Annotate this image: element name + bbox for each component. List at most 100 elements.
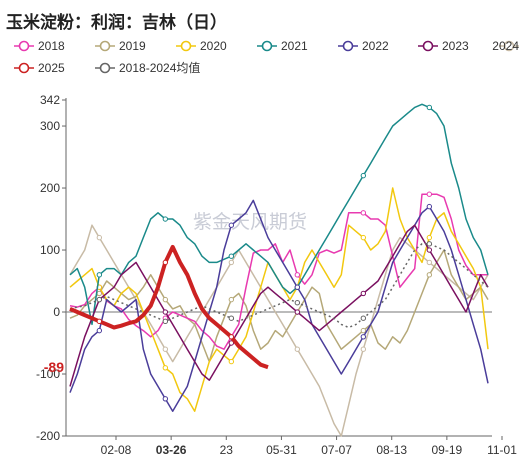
legend-label: 2018-2024均值 xyxy=(119,60,200,75)
data-point xyxy=(162,296,169,303)
x-tick-label: 02-08 xyxy=(101,443,132,457)
data-point xyxy=(228,296,235,303)
data-point xyxy=(96,272,103,278)
data-point xyxy=(162,309,169,315)
data-point xyxy=(228,222,235,228)
legend-label: 2019 xyxy=(119,39,146,53)
data-point xyxy=(294,346,301,352)
data-point xyxy=(162,396,169,402)
data-point xyxy=(360,210,367,216)
series-line xyxy=(69,103,489,326)
watermark-text: 紫金天风期货 xyxy=(193,211,307,233)
data-point xyxy=(426,272,433,278)
series-2023 xyxy=(69,224,489,387)
series-2018-2024 xyxy=(69,241,489,329)
y-tick-label: 200 xyxy=(40,181,60,195)
legend-item-2022[interactable]: 2022 xyxy=(338,39,389,53)
data-point xyxy=(360,334,367,340)
data-point xyxy=(426,241,433,247)
x-tick-label: 05-31 xyxy=(266,443,297,457)
legend-item-2020[interactable]: 2020 xyxy=(176,39,227,53)
data-point xyxy=(426,259,433,266)
data-point xyxy=(294,309,301,315)
y-highlight-label: -89 xyxy=(44,359,64,375)
legend-item-2024[interactable]: 2024 xyxy=(492,39,519,53)
data-point xyxy=(96,290,103,297)
legend-item-2025[interactable]: 2025 xyxy=(14,61,65,75)
series-line xyxy=(69,224,489,387)
data-point xyxy=(162,216,169,222)
legend-swatch-marker xyxy=(503,40,515,52)
data-point xyxy=(228,334,235,340)
x-tick-label: 08-13 xyxy=(376,443,407,457)
data-point xyxy=(162,318,169,325)
data-point xyxy=(360,172,367,179)
x-tick-label: 07-07 xyxy=(321,443,352,457)
legend-item-2019[interactable]: 2019 xyxy=(95,39,146,53)
x-tick-label: 09-19 xyxy=(432,443,463,457)
legend-swatch-marker xyxy=(342,40,354,52)
data-point xyxy=(360,290,367,297)
data-point xyxy=(228,259,235,266)
y-tick-label: -200 xyxy=(36,429,60,443)
data-point xyxy=(228,358,235,365)
data-point xyxy=(426,234,433,241)
axes: 342 300 200 100 0 -100 -200 -89 02-08 03-26 23 05-3… xyxy=(36,93,517,457)
series-line xyxy=(69,224,489,437)
data-point xyxy=(96,327,103,334)
legend-swatch-marker xyxy=(18,62,30,74)
legend-item-2021[interactable]: 2021 xyxy=(257,39,308,53)
legend-label: 2018 xyxy=(38,39,65,53)
data-point xyxy=(426,247,433,253)
legend-label: 2024 xyxy=(492,39,519,53)
series-line xyxy=(69,244,269,370)
data-point xyxy=(162,259,169,266)
y-tick-label: 100 xyxy=(40,243,60,257)
series-line xyxy=(69,199,489,412)
legend-swatch-marker xyxy=(99,40,111,52)
x-highlight-label: 03-26 xyxy=(156,443,187,457)
series-layer xyxy=(69,103,489,437)
legend-swatch-marker xyxy=(422,40,434,52)
series-2024 xyxy=(69,224,489,437)
data-point xyxy=(96,296,103,303)
data-point xyxy=(360,346,367,352)
legend-label: 2020 xyxy=(200,39,227,53)
y-tick-label: 342 xyxy=(40,93,60,107)
y-tick-label: 300 xyxy=(40,119,60,133)
x-tick-label: 23 xyxy=(220,443,234,457)
legend-item-2023[interactable]: 2023 xyxy=(418,39,469,53)
legend-swatch-marker xyxy=(99,62,111,74)
series-line xyxy=(69,243,489,329)
data-point xyxy=(96,234,103,241)
y-tick-label: -100 xyxy=(36,367,60,381)
legend-item-2018[interactable]: 2018 xyxy=(14,39,65,53)
legend: 2018 2019 2020 2021 2022 2023 2024 2025 2018-202… xyxy=(14,39,519,75)
data-point xyxy=(294,284,301,290)
data-point xyxy=(96,318,103,325)
chart-title: 玉米淀粉：利润：吉林（日） xyxy=(6,13,227,33)
data-point xyxy=(162,346,169,352)
data-point xyxy=(294,300,301,306)
data-point xyxy=(294,272,301,278)
data-point xyxy=(360,234,367,241)
y-tick-label: 0 xyxy=(53,305,60,319)
x-tick-label: 11-01 xyxy=(487,443,517,457)
series-2021 xyxy=(69,103,489,326)
legend-label: 2022 xyxy=(362,39,389,53)
series-2025 xyxy=(69,244,269,370)
data-point xyxy=(360,327,367,334)
data-point xyxy=(228,315,235,321)
series-2022 xyxy=(69,199,489,412)
data-point xyxy=(426,203,433,210)
legend-label: 2023 xyxy=(442,39,469,53)
series-line xyxy=(69,249,489,363)
legend-swatch-marker xyxy=(18,40,30,52)
data-point xyxy=(360,315,367,321)
data-point xyxy=(162,365,169,371)
legend-item-2018-2024[interactable]: 2018-2024均值 xyxy=(95,60,200,75)
legend-swatch-marker xyxy=(180,40,192,52)
legend-swatch-marker xyxy=(261,40,273,52)
data-point xyxy=(426,104,433,111)
